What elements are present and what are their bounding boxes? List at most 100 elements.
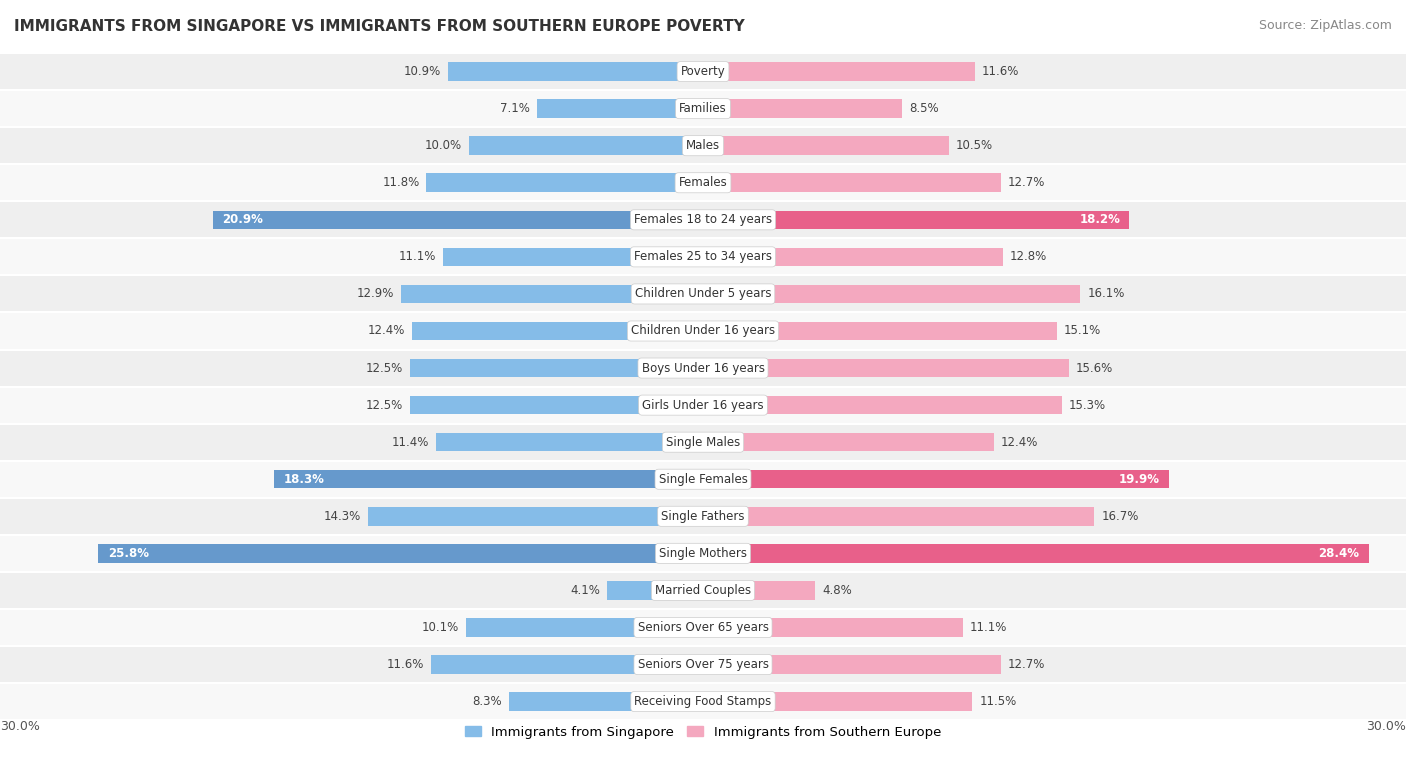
Text: Seniors Over 65 years: Seniors Over 65 years (637, 621, 769, 634)
Text: 28.4%: 28.4% (1319, 547, 1360, 560)
Bar (0, 164, 703, 202)
Bar (436, 433, 703, 452)
Text: 12.7%: 12.7% (1008, 177, 1045, 190)
Text: Single Mothers: Single Mothers (659, 547, 747, 560)
Text: Females 18 to 24 years: Females 18 to 24 years (634, 213, 772, 227)
Bar (0, 349, 703, 387)
Text: Single Females: Single Females (658, 473, 748, 486)
Text: 30.0%: 30.0% (1367, 720, 1406, 733)
Bar (411, 396, 703, 415)
Text: 11.1%: 11.1% (970, 621, 1008, 634)
Text: 11.6%: 11.6% (387, 658, 425, 671)
Bar (703, 349, 1406, 387)
Text: 18.3%: 18.3% (284, 473, 325, 486)
Text: 15.1%: 15.1% (1064, 324, 1101, 337)
Bar (703, 90, 1406, 127)
Bar (703, 433, 994, 452)
Bar (703, 248, 1002, 266)
Bar (703, 312, 1406, 349)
Bar (0, 202, 703, 238)
Bar (368, 507, 703, 525)
Bar (432, 655, 703, 674)
Bar (0, 53, 703, 90)
Bar (703, 387, 1406, 424)
Bar (703, 136, 949, 155)
Bar (0, 572, 703, 609)
Text: 10.5%: 10.5% (956, 139, 993, 152)
Bar (98, 544, 703, 562)
Bar (703, 683, 1406, 720)
Bar (0, 238, 703, 275)
Text: Girls Under 16 years: Girls Under 16 years (643, 399, 763, 412)
Text: 12.9%: 12.9% (356, 287, 394, 300)
Text: Boys Under 16 years: Boys Under 16 years (641, 362, 765, 374)
Text: 8.5%: 8.5% (910, 102, 939, 115)
Text: 12.5%: 12.5% (366, 399, 404, 412)
Bar (0, 312, 703, 349)
Bar (703, 53, 1406, 90)
Text: 16.7%: 16.7% (1101, 510, 1139, 523)
Text: 12.7%: 12.7% (1008, 658, 1045, 671)
Text: Receiving Food Stamps: Receiving Food Stamps (634, 695, 772, 708)
Bar (274, 470, 703, 488)
Bar (0, 424, 703, 461)
Bar (0, 683, 703, 720)
Bar (703, 275, 1406, 312)
Bar (703, 202, 1406, 238)
Bar (703, 544, 1368, 562)
Bar (703, 62, 974, 81)
Text: Families: Families (679, 102, 727, 115)
Bar (443, 248, 703, 266)
Bar (703, 498, 1406, 535)
Bar (447, 62, 703, 81)
Bar (703, 646, 1406, 683)
Bar (703, 127, 1406, 164)
Text: 4.1%: 4.1% (569, 584, 600, 597)
Bar (703, 655, 1001, 674)
Legend: Immigrants from Singapore, Immigrants from Southern Europe: Immigrants from Singapore, Immigrants fr… (460, 720, 946, 744)
Bar (703, 211, 1129, 229)
Text: 12.4%: 12.4% (368, 324, 405, 337)
Text: Single Fathers: Single Fathers (661, 510, 745, 523)
Bar (426, 174, 703, 192)
Text: 15.6%: 15.6% (1076, 362, 1112, 374)
Text: 12.5%: 12.5% (366, 362, 404, 374)
Bar (703, 99, 903, 118)
Text: 12.8%: 12.8% (1010, 250, 1047, 263)
Bar (537, 99, 703, 118)
Bar (411, 359, 703, 377)
Bar (0, 127, 703, 164)
Text: 19.9%: 19.9% (1119, 473, 1160, 486)
Bar (703, 535, 1406, 572)
Text: IMMIGRANTS FROM SINGAPORE VS IMMIGRANTS FROM SOUTHERN EUROPE POVERTY: IMMIGRANTS FROM SINGAPORE VS IMMIGRANTS … (14, 19, 745, 34)
Bar (703, 174, 1001, 192)
Bar (703, 396, 1062, 415)
Text: 15.3%: 15.3% (1069, 399, 1105, 412)
Bar (703, 285, 1080, 303)
Text: 11.1%: 11.1% (398, 250, 436, 263)
Bar (703, 470, 1170, 488)
Bar (703, 507, 1094, 525)
Bar (703, 692, 973, 711)
Text: 11.4%: 11.4% (391, 436, 429, 449)
Text: Males: Males (686, 139, 720, 152)
Text: Source: ZipAtlas.com: Source: ZipAtlas.com (1258, 19, 1392, 32)
Text: 16.1%: 16.1% (1087, 287, 1125, 300)
Text: 20.9%: 20.9% (222, 213, 263, 227)
Text: 12.4%: 12.4% (1001, 436, 1038, 449)
Text: 10.1%: 10.1% (422, 621, 460, 634)
Text: 11.5%: 11.5% (980, 695, 1017, 708)
Text: 4.8%: 4.8% (823, 584, 852, 597)
Bar (0, 461, 703, 498)
Bar (703, 238, 1406, 275)
Text: 10.9%: 10.9% (404, 65, 440, 78)
Bar (703, 581, 815, 600)
Bar (467, 619, 703, 637)
Text: 7.1%: 7.1% (499, 102, 530, 115)
Bar (0, 646, 703, 683)
Text: Seniors Over 75 years: Seniors Over 75 years (637, 658, 769, 671)
Text: Females: Females (679, 177, 727, 190)
Bar (607, 581, 703, 600)
Text: Married Couples: Married Couples (655, 584, 751, 597)
Bar (703, 424, 1406, 461)
